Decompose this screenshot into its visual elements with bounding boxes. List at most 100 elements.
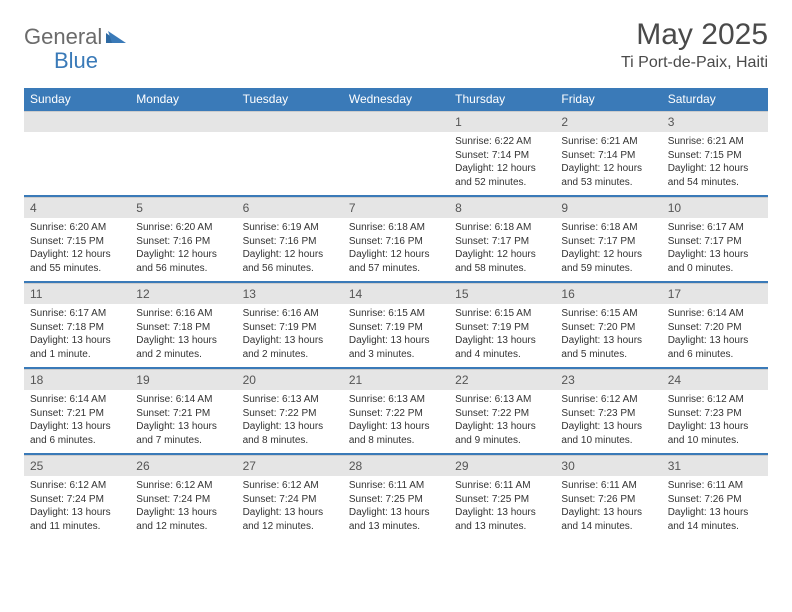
weekday-header: Wednesday bbox=[343, 88, 449, 111]
daylight-text: Daylight: 12 hours and 54 minutes. bbox=[668, 162, 762, 189]
day-cell: Sunrise: 6:14 AMSunset: 7:21 PMDaylight:… bbox=[24, 390, 130, 453]
daylight-text: Daylight: 13 hours and 12 minutes. bbox=[243, 506, 337, 533]
daylight-text: Daylight: 13 hours and 13 minutes. bbox=[349, 506, 443, 533]
calendar-page: General May 2025 Ti Port-de-Paix, Haiti … bbox=[0, 0, 792, 551]
day-cell: Sunrise: 6:19 AMSunset: 7:16 PMDaylight:… bbox=[237, 218, 343, 281]
sunset-text: Sunset: 7:16 PM bbox=[136, 235, 230, 249]
sunset-text: Sunset: 7:24 PM bbox=[243, 493, 337, 507]
date-number: 20 bbox=[237, 370, 343, 390]
daylight-text: Daylight: 13 hours and 11 minutes. bbox=[30, 506, 124, 533]
sunrise-text: Sunrise: 6:13 AM bbox=[349, 393, 443, 407]
date-number: 16 bbox=[555, 284, 661, 304]
date-number: 25 bbox=[24, 456, 130, 476]
date-number bbox=[130, 112, 236, 132]
date-number-row: 45678910 bbox=[24, 197, 768, 218]
daylight-text: Daylight: 12 hours and 52 minutes. bbox=[455, 162, 549, 189]
sunset-text: Sunset: 7:21 PM bbox=[30, 407, 124, 421]
sunrise-text: Sunrise: 6:15 AM bbox=[561, 307, 655, 321]
sunrise-text: Sunrise: 6:14 AM bbox=[136, 393, 230, 407]
sunrise-text: Sunrise: 6:12 AM bbox=[136, 479, 230, 493]
day-cell: Sunrise: 6:22 AMSunset: 7:14 PMDaylight:… bbox=[449, 132, 555, 195]
sunrise-text: Sunrise: 6:17 AM bbox=[30, 307, 124, 321]
sunset-text: Sunset: 7:19 PM bbox=[455, 321, 549, 335]
date-number: 3 bbox=[662, 112, 768, 132]
date-number bbox=[24, 112, 130, 132]
date-number: 30 bbox=[555, 456, 661, 476]
daylight-text: Daylight: 13 hours and 8 minutes. bbox=[349, 420, 443, 447]
sunset-text: Sunset: 7:23 PM bbox=[668, 407, 762, 421]
day-cell: Sunrise: 6:12 AMSunset: 7:23 PMDaylight:… bbox=[555, 390, 661, 453]
sunset-text: Sunset: 7:19 PM bbox=[243, 321, 337, 335]
sunrise-text: Sunrise: 6:16 AM bbox=[243, 307, 337, 321]
logo-mark-icon bbox=[106, 27, 128, 48]
date-number: 29 bbox=[449, 456, 555, 476]
sunset-text: Sunset: 7:22 PM bbox=[455, 407, 549, 421]
date-number: 14 bbox=[343, 284, 449, 304]
date-number: 28 bbox=[343, 456, 449, 476]
weekday-header: Friday bbox=[555, 88, 661, 111]
month-title: May 2025 bbox=[621, 18, 768, 52]
date-number: 31 bbox=[662, 456, 768, 476]
day-cell: Sunrise: 6:13 AMSunset: 7:22 PMDaylight:… bbox=[343, 390, 449, 453]
day-cell bbox=[237, 132, 343, 195]
sunrise-text: Sunrise: 6:16 AM bbox=[136, 307, 230, 321]
location-label: Ti Port-de-Paix, Haiti bbox=[621, 54, 768, 72]
sunset-text: Sunset: 7:21 PM bbox=[136, 407, 230, 421]
day-cell: Sunrise: 6:11 AMSunset: 7:25 PMDaylight:… bbox=[449, 476, 555, 539]
daylight-text: Daylight: 13 hours and 10 minutes. bbox=[561, 420, 655, 447]
sunrise-text: Sunrise: 6:19 AM bbox=[243, 221, 337, 235]
sunrise-text: Sunrise: 6:11 AM bbox=[455, 479, 549, 493]
sunrise-text: Sunrise: 6:12 AM bbox=[561, 393, 655, 407]
sunset-text: Sunset: 7:25 PM bbox=[455, 493, 549, 507]
sunrise-text: Sunrise: 6:20 AM bbox=[30, 221, 124, 235]
day-cell: Sunrise: 6:14 AMSunset: 7:20 PMDaylight:… bbox=[662, 304, 768, 367]
date-number: 19 bbox=[130, 370, 236, 390]
sunrise-text: Sunrise: 6:11 AM bbox=[349, 479, 443, 493]
day-cell: Sunrise: 6:15 AMSunset: 7:20 PMDaylight:… bbox=[555, 304, 661, 367]
day-cell: Sunrise: 6:20 AMSunset: 7:16 PMDaylight:… bbox=[130, 218, 236, 281]
sunrise-text: Sunrise: 6:15 AM bbox=[349, 307, 443, 321]
sunset-text: Sunset: 7:18 PM bbox=[136, 321, 230, 335]
day-cell: Sunrise: 6:16 AMSunset: 7:19 PMDaylight:… bbox=[237, 304, 343, 367]
sunset-text: Sunset: 7:22 PM bbox=[349, 407, 443, 421]
sunrise-text: Sunrise: 6:20 AM bbox=[136, 221, 230, 235]
day-cell: Sunrise: 6:12 AMSunset: 7:23 PMDaylight:… bbox=[662, 390, 768, 453]
sunrise-text: Sunrise: 6:13 AM bbox=[455, 393, 549, 407]
day-cell: Sunrise: 6:12 AMSunset: 7:24 PMDaylight:… bbox=[130, 476, 236, 539]
sunrise-text: Sunrise: 6:18 AM bbox=[561, 221, 655, 235]
day-cell: Sunrise: 6:13 AMSunset: 7:22 PMDaylight:… bbox=[449, 390, 555, 453]
date-number bbox=[237, 112, 343, 132]
sunset-text: Sunset: 7:14 PM bbox=[561, 149, 655, 163]
sunset-text: Sunset: 7:22 PM bbox=[243, 407, 337, 421]
daylight-text: Daylight: 13 hours and 4 minutes. bbox=[455, 334, 549, 361]
date-number bbox=[343, 112, 449, 132]
daylight-text: Daylight: 12 hours and 55 minutes. bbox=[30, 248, 124, 275]
sunrise-text: Sunrise: 6:14 AM bbox=[30, 393, 124, 407]
daylight-text: Daylight: 13 hours and 6 minutes. bbox=[668, 334, 762, 361]
daylight-text: Daylight: 13 hours and 10 minutes. bbox=[668, 420, 762, 447]
date-number: 1 bbox=[449, 112, 555, 132]
sunrise-text: Sunrise: 6:13 AM bbox=[243, 393, 337, 407]
sunset-text: Sunset: 7:19 PM bbox=[349, 321, 443, 335]
daylight-text: Daylight: 12 hours and 56 minutes. bbox=[243, 248, 337, 275]
day-cell: Sunrise: 6:15 AMSunset: 7:19 PMDaylight:… bbox=[449, 304, 555, 367]
day-cell: Sunrise: 6:21 AMSunset: 7:15 PMDaylight:… bbox=[662, 132, 768, 195]
daylight-text: Daylight: 12 hours and 57 minutes. bbox=[349, 248, 443, 275]
daylight-text: Daylight: 13 hours and 5 minutes. bbox=[561, 334, 655, 361]
daylight-text: Daylight: 13 hours and 8 minutes. bbox=[243, 420, 337, 447]
sunset-text: Sunset: 7:26 PM bbox=[561, 493, 655, 507]
day-content-row: Sunrise: 6:20 AMSunset: 7:15 PMDaylight:… bbox=[24, 218, 768, 283]
date-number: 27 bbox=[237, 456, 343, 476]
day-cell bbox=[24, 132, 130, 195]
sunrise-text: Sunrise: 6:12 AM bbox=[30, 479, 124, 493]
date-number: 24 bbox=[662, 370, 768, 390]
date-number: 11 bbox=[24, 284, 130, 304]
date-number: 8 bbox=[449, 198, 555, 218]
weekday-header: Tuesday bbox=[237, 88, 343, 111]
weekday-header-row: Sunday Monday Tuesday Wednesday Thursday… bbox=[24, 88, 768, 111]
weekday-header: Monday bbox=[130, 88, 236, 111]
day-cell: Sunrise: 6:14 AMSunset: 7:21 PMDaylight:… bbox=[130, 390, 236, 453]
day-cell bbox=[343, 132, 449, 195]
daylight-text: Daylight: 12 hours and 59 minutes. bbox=[561, 248, 655, 275]
sunset-text: Sunset: 7:16 PM bbox=[349, 235, 443, 249]
